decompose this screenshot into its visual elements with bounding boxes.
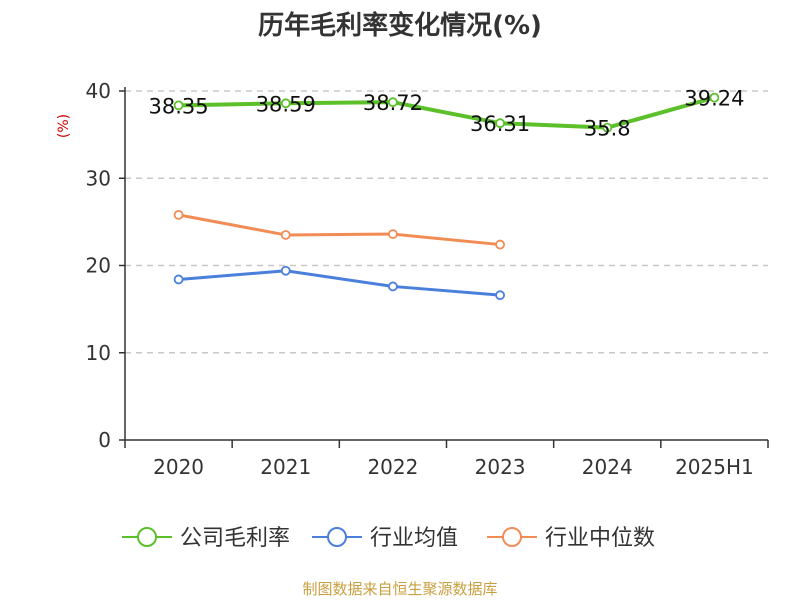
x-tick-label: 2020 bbox=[153, 455, 204, 479]
data-label: 36.31 bbox=[470, 112, 530, 136]
series-group bbox=[173, 92, 720, 301]
data-point bbox=[173, 274, 184, 285]
data-point bbox=[388, 281, 398, 292]
y-tick-label: 10 bbox=[86, 341, 111, 365]
gridlines bbox=[125, 90, 768, 354]
y-tick-label: 20 bbox=[86, 254, 111, 278]
data-point bbox=[709, 92, 720, 103]
data-label: 35.8 bbox=[584, 117, 631, 141]
chart-title: 历年毛利率变化情况(%) bbox=[258, 10, 542, 41]
y-tick-label: 40 bbox=[86, 79, 111, 103]
data-point bbox=[280, 230, 291, 240]
legend-marker bbox=[137, 527, 157, 547]
data-point bbox=[495, 118, 505, 129]
source-note: 制图数据来自恒生聚源数据库 bbox=[302, 580, 497, 598]
series-line bbox=[177, 213, 502, 247]
x-tick-label: 2024 bbox=[582, 455, 633, 479]
data-point bbox=[280, 265, 291, 276]
series-line bbox=[177, 269, 502, 297]
data-point bbox=[602, 122, 613, 133]
x-tick-label: 2023 bbox=[475, 455, 526, 479]
legend-label: 公司毛利率 bbox=[180, 526, 290, 551]
data-labels: 38.35 38.59 38.72 36.31 35.8 39.24 bbox=[149, 87, 745, 141]
y-tick-label: 0 bbox=[98, 428, 111, 452]
data-point bbox=[173, 100, 184, 111]
data-point bbox=[495, 290, 505, 301]
data-label: 38.72 bbox=[363, 91, 423, 115]
data-point bbox=[388, 229, 398, 239]
data-point bbox=[173, 209, 184, 220]
data-point bbox=[280, 98, 291, 109]
legend-label: 行业均值 bbox=[370, 526, 458, 551]
data-label: 38.59 bbox=[256, 92, 316, 116]
x-tick-label: 2025H1 bbox=[675, 455, 754, 479]
legend: 公司毛利率 行业均值 行业中位数 bbox=[122, 526, 655, 551]
legend-marker bbox=[502, 527, 522, 547]
y-axis-unit: (%) bbox=[56, 114, 72, 138]
data-label: 38.35 bbox=[149, 94, 209, 118]
x-tick-label: 2021 bbox=[260, 455, 311, 479]
data-point bbox=[495, 239, 505, 250]
axes: 0 10 20 30 40 2020 2021 2022 2023 2024 2025H1 bbox=[86, 79, 769, 479]
legend-label: 行业中位数 bbox=[545, 526, 655, 551]
y-tick-label: 30 bbox=[86, 166, 111, 190]
legend-marker bbox=[327, 527, 347, 547]
data-point bbox=[388, 97, 398, 108]
series-line bbox=[176, 95, 717, 130]
data-label: 39.24 bbox=[684, 87, 744, 111]
x-tick-label: 2022 bbox=[367, 455, 418, 479]
